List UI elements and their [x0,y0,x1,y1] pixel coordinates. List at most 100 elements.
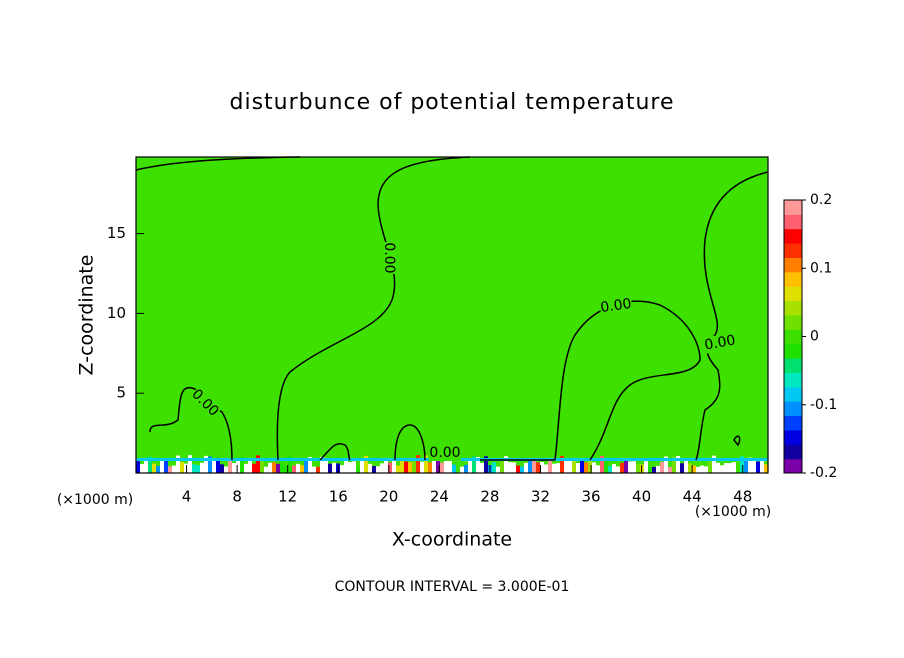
surface-noise [392,460,396,473]
surface-noise [304,459,308,473]
surface-noise [176,455,180,473]
colorbar-band [784,458,802,474]
surface-noise [316,466,320,473]
surface-noise [156,466,160,473]
surface-noise [368,463,372,473]
colorbar-band [784,444,802,460]
colorbar-band [784,386,802,402]
surface-noise [712,455,716,473]
surface-noise [628,461,632,473]
surface-noise [224,466,228,473]
surface-noise [220,464,224,473]
x-tick-label: 32 [531,488,550,506]
x-axis-label: X-coordinate [392,529,512,551]
surface-noise [348,462,352,473]
colorbar-band [784,228,802,244]
surface-noise [420,461,424,473]
colorbar-band [784,358,802,373]
surface-noise [240,456,244,473]
surface-noise [164,460,168,473]
surface-noise [396,465,400,473]
surface-noise [436,456,440,473]
surface-noise [724,463,728,473]
surface-noise [696,466,700,473]
surface-noise [760,461,764,473]
colorbar-band [784,401,802,417]
surface-noise [372,466,376,473]
y-tick-label: 5 [116,384,126,402]
surface-noise [208,456,212,473]
surface-noise [660,461,664,473]
surface-noise [280,462,284,473]
surface-noise [264,466,268,473]
surface-noise [508,462,512,473]
surface-noise [732,462,736,473]
surface-noise [428,462,432,473]
surface-noise [152,463,156,473]
x-tick-label: 36 [581,488,600,506]
surface-noise [196,465,200,473]
surface-noise [688,463,692,473]
surface-noise [456,466,460,473]
surface-noise [408,462,412,473]
surface-noise [312,466,316,473]
surface-noise [612,464,616,473]
surface-noise [700,465,704,473]
contour-label: 0.00 [599,296,632,316]
contour-line [319,443,351,461]
surface-noise [616,466,620,473]
surface-noise [564,458,568,473]
surface-noise [524,462,528,473]
surface-noise [260,458,264,473]
surface-noise [204,455,208,473]
surface-noise [356,466,360,473]
contour-label: 0.00 [703,332,736,353]
surface-noise [188,455,192,473]
surface-noise [748,457,752,473]
contour-label: 0.00 [429,445,460,461]
surface-noise [584,462,588,473]
x-tick-label: 44 [683,488,702,506]
surface-noise [708,461,712,473]
surface-noise [284,465,288,473]
plot-frame [135,156,769,474]
surface-noise [592,462,596,473]
colorbar-band [784,372,802,388]
surface-noise [412,457,416,473]
surface-noise [572,458,576,473]
surface-noise [764,464,768,473]
colorbar-tick-label: -0.2 [810,465,837,481]
surface-noise [604,461,608,473]
surface-noise [676,456,680,473]
contour-line [149,386,233,461]
surface-noise [376,466,380,473]
colorbar-band [784,314,802,330]
colorbar-band [784,243,802,258]
surface-noise [716,462,720,473]
surface-noise [476,457,480,473]
surface-noise [596,465,600,473]
plot-area: 0.000.000.000.000.00 [135,156,769,474]
surface-noise [200,462,204,473]
x-tick-label: 12 [278,488,297,506]
surface-noise [228,458,232,473]
surface-noise [672,456,676,473]
surface-noise [184,463,188,473]
surface-noise [620,462,624,473]
surface-noise [432,460,436,473]
surface-noise [468,458,472,473]
x-tick-label: 24 [430,488,449,506]
surface-noise [344,459,348,473]
surface-noise [704,466,708,473]
surface-noise [580,460,584,473]
surface-noise [212,459,216,473]
surface-noise [276,463,280,473]
surface-noise [684,459,688,473]
surface-noise [560,455,564,473]
surface-noise [644,461,648,473]
surface-noise [548,458,552,473]
colorbar-tick-label: 0 [810,329,819,345]
surface-noise [172,465,176,473]
